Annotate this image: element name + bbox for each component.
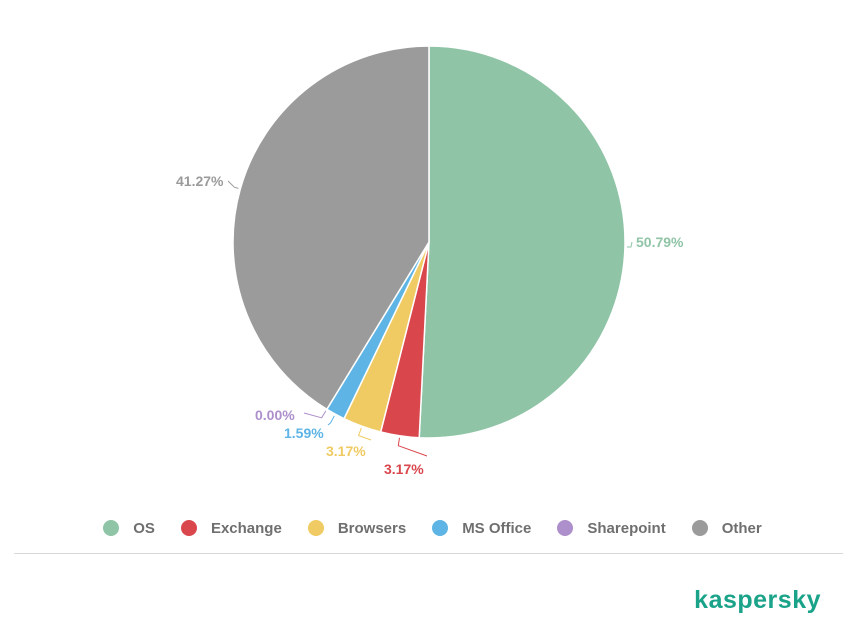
legend-marker-exchange <box>180 520 197 536</box>
legend-label-sharepoint: Sharepoint <box>587 519 666 537</box>
data-label-exchange: 3.17% <box>384 461 424 477</box>
data-label-sharepoint: 0.00% <box>255 407 295 423</box>
pie-slices <box>232 45 626 439</box>
legend-item-sharepoint: Sharepoint <box>557 519 666 537</box>
legend-item-os: OS <box>103 520 155 537</box>
legend: OS Exchange Browsers MS Office Sharepoin… <box>0 514 865 542</box>
data-label-other: 41.27% <box>176 173 224 189</box>
pie-slice-os <box>418 45 626 439</box>
legend-item-ms-office: MS Office <box>432 520 531 537</box>
leader-line-ms-office <box>327 415 335 426</box>
data-label-os: 50.79% <box>636 234 684 250</box>
legend-marker-browsers <box>307 520 324 536</box>
pie-slice-other <box>232 45 430 411</box>
legend-label-other: Other <box>721 519 762 537</box>
legend-item-exchange: Exchange <box>180 519 282 537</box>
divider-line <box>14 553 843 554</box>
leader-line-exchange <box>397 437 428 457</box>
legend-label-exchange: Exchange <box>210 519 282 537</box>
legend-item-browsers: Browsers <box>307 519 407 537</box>
leader-line-os <box>626 241 633 248</box>
legend-item-other: Other <box>691 519 762 537</box>
kaspersky-logo: kaspersky <box>694 586 821 614</box>
legend-marker-os <box>103 520 120 536</box>
legend-marker-ms-office <box>432 520 449 536</box>
data-label-ms-office: 1.59% <box>284 425 324 441</box>
legend-label-os: OS <box>133 519 155 537</box>
legend-label-browsers: Browsers <box>337 519 407 537</box>
legend-label-ms-office: MS Office <box>462 519 532 537</box>
pie-labels: 50.79%3.17%3.17%1.59%0.00%41.27% <box>176 173 684 477</box>
leader-line-sharepoint <box>303 410 327 419</box>
legend-marker-other <box>691 520 708 536</box>
leader-line-browsers <box>357 427 372 441</box>
leader-line-other <box>227 180 239 189</box>
data-label-browsers: 3.17% <box>326 443 366 459</box>
legend-marker-sharepoint <box>557 520 574 536</box>
